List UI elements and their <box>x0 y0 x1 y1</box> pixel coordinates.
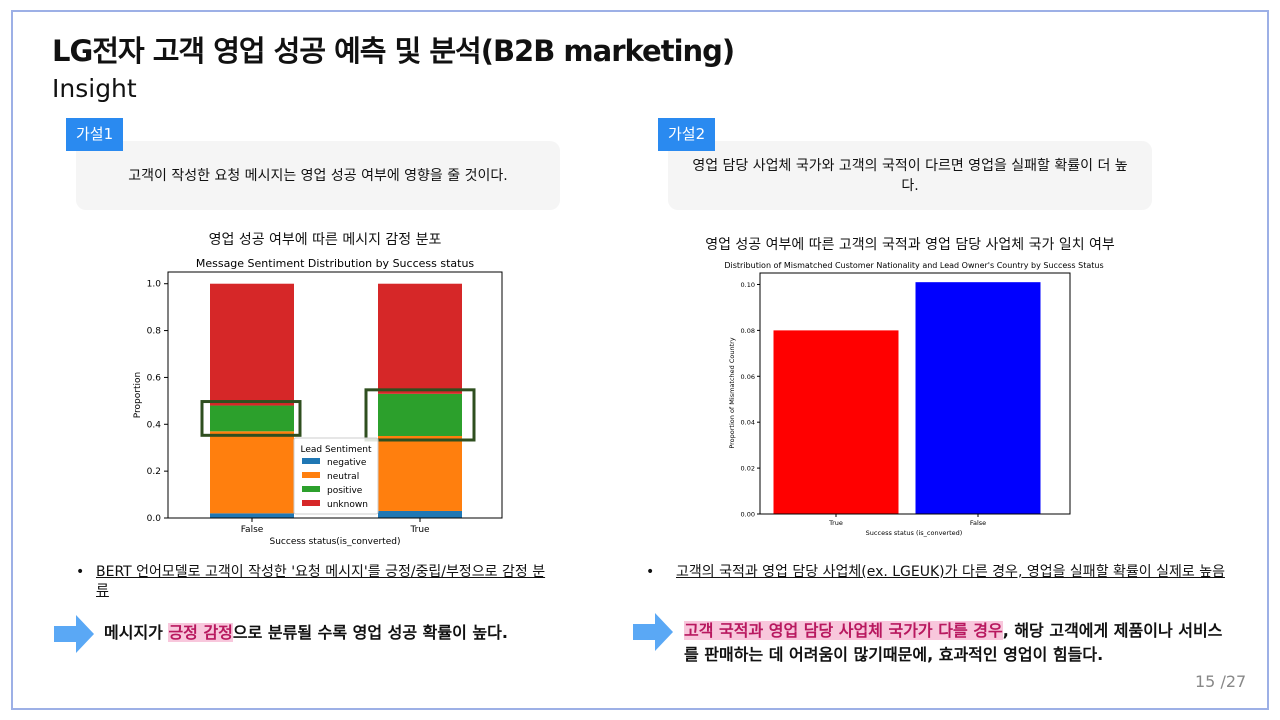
y-tick-label: 0.4 <box>147 420 162 430</box>
slide-frame <box>11 10 1269 710</box>
page-current: 15 <box>1195 672 1216 691</box>
arrow-right-icon <box>54 615 94 653</box>
chart-2-xlabel: Success status (is_converted) <box>866 529 963 537</box>
x-tick-label: True <box>409 525 430 535</box>
bar-negative-true <box>378 510 462 518</box>
conclusion-1-highlight: 긍정 감정 <box>168 623 233 642</box>
x-tick-label: False <box>970 519 986 527</box>
bullet-2: • 고객의 국적과 영업 담당 사업체(ex. LGEUK)가 다른 경우, 영… <box>646 563 1236 582</box>
y-tick-label: 0.06 <box>741 373 755 381</box>
conclusion-2: 고객 국적과 영업 담당 사업체 국가가 다를 경우, 해당 고객에게 제품이나… <box>684 619 1224 667</box>
bullet-2-text: 고객의 국적과 영업 담당 사업체(ex. LGEUK)가 다른 경우, 영업을… <box>676 564 1225 580</box>
bar-true <box>773 330 899 514</box>
hypothesis-2-text: 영업 담당 사업체 국가와 고객의 국적이 다르면 영업을 실패할 확률이 더 … <box>692 157 1128 194</box>
highlight-box-true <box>364 388 476 442</box>
conclusion-1-pre: 메시지가 <box>104 623 169 642</box>
chart-1-title: Message Sentiment Distribution by Succes… <box>196 257 475 270</box>
y-tick-label: 0.0 <box>147 514 162 524</box>
legend-label-unknown: unknown <box>327 500 368 510</box>
legend-label-neutral: neutral <box>327 472 359 482</box>
y-tick-label: 0.2 <box>147 467 161 477</box>
legend-title: Lead Sentiment <box>300 445 371 455</box>
chart-2-ylabel: Proportion of Mismatched Country <box>728 337 736 448</box>
bar-neutral-false <box>210 431 294 514</box>
bullet-dot: • <box>76 564 85 580</box>
legend-swatch-neutral <box>302 472 320 478</box>
chart-1-caption: 영업 성공 여부에 따른 메시지 감정 분포 <box>208 232 442 248</box>
chart-1-ylabel: Proportion <box>133 372 143 418</box>
bar-positive-true <box>378 393 462 436</box>
conclusion-2-highlight: 고객 국적과 영업 담당 사업체 국가가 다를 경우 <box>684 621 1003 640</box>
page-total: /27 <box>1220 672 1247 691</box>
y-tick-label: 0.04 <box>741 419 755 427</box>
hypothesis-1-tag: 가설1 <box>66 118 124 151</box>
chart-1-axes <box>167 271 503 519</box>
bar-unknown-true <box>378 283 462 394</box>
y-tick-label: 1.0 <box>147 280 162 290</box>
conclusion-1: 메시지가 긍정 감정으로 분류될 수록 영업 성공 확률이 높다. <box>104 621 564 645</box>
bar-false <box>915 282 1041 514</box>
hypothesis-1-text: 고객이 작성한 요청 메시지는 영업 성공 여부에 영향을 줄 것이다. <box>128 167 508 184</box>
chart-2-axes <box>759 272 1071 515</box>
chart-1-xlabel: Success status(is_converted) <box>270 537 401 547</box>
chart-1-legend: Lead Sentiment negative neutral positive un… <box>293 437 379 515</box>
legend-swatch-positive <box>302 486 320 492</box>
x-tick-label: True <box>828 519 843 527</box>
hypothesis-2-box: 영업 담당 사업체 국가와 고객의 국적이 다르면 영업을 실패할 확률이 더 … <box>668 141 1152 210</box>
y-tick-label: 0.6 <box>147 373 162 383</box>
chart-2-caption: 영업 성공 여부에 따른 고객의 국적과 영업 담당 사업체 국가 일치 여부 <box>705 237 1115 253</box>
conclusion-2-post: , 해당 고객에게 제품이나 서비스를 판매하는 데 어려움이 많기때문에, 효… <box>684 621 1223 664</box>
y-tick-label: 0.8 <box>147 327 162 337</box>
bullet-1-text: BERT 언어모델로 고객이 작성한 '요청 메시지'를 긍정/중립/부정으로 … <box>96 564 546 599</box>
conclusion-1-post: 으로 분류될 수록 영업 성공 확률이 높다. <box>232 623 508 642</box>
bar-positive-false <box>210 405 294 432</box>
page-number: 15 /27 <box>1195 672 1246 691</box>
y-tick-label: 0.02 <box>741 465 755 473</box>
chart-2-title: Distribution of Mismatched Customer Nati… <box>724 261 1103 270</box>
hypothesis-1-box: 고객이 작성한 요청 메시지는 영업 성공 여부에 영향을 줄 것이다. <box>76 141 560 210</box>
x-tick-label: False <box>241 525 264 535</box>
slide-title: LG전자 고객 영업 성공 예측 및 분석(B2B marketing) <box>52 34 735 68</box>
legend-swatch-unknown <box>302 500 320 506</box>
legend-swatch-negative <box>302 458 320 464</box>
y-tick-label: 0.10 <box>741 281 755 289</box>
hypothesis-2-tag: 가설2 <box>658 118 716 151</box>
bullet-1: • BERT 언어모델로 고객이 작성한 '요청 메시지'를 긍정/중립/부정으… <box>76 563 546 601</box>
bar-negative-false <box>210 513 294 518</box>
bullet-dot: • <box>646 564 655 580</box>
y-tick-label: 0.08 <box>741 327 755 335</box>
mismatch-chart: Distribution of Mismatched Customer Nati… <box>724 261 1103 537</box>
arrow-right-icon <box>633 613 673 651</box>
slide-subtitle: Insight <box>52 74 137 103</box>
sentiment-chart: Message Sentiment Distribution by Succes… <box>133 257 503 547</box>
highlight-box-false <box>200 400 302 437</box>
legend-label-negative: negative <box>327 458 367 468</box>
bar-neutral-true <box>378 436 462 511</box>
bar-unknown-false <box>210 283 294 406</box>
legend-label-positive: positive <box>327 486 363 496</box>
y-tick-label: 0.00 <box>741 511 755 519</box>
